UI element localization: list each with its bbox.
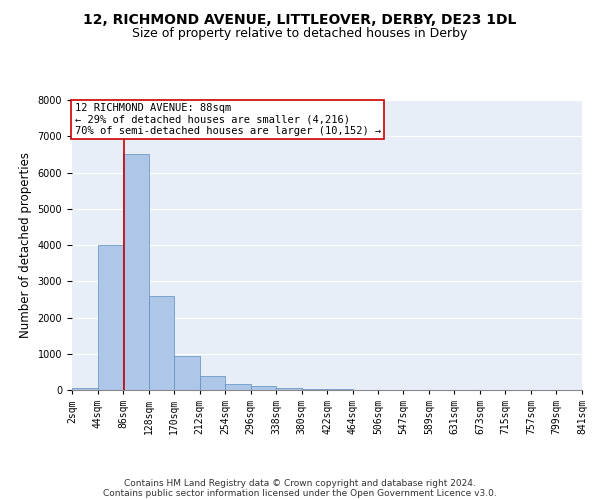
Text: Contains HM Land Registry data © Crown copyright and database right 2024.: Contains HM Land Registry data © Crown c… — [124, 478, 476, 488]
Bar — [98, 245, 123, 390]
Bar — [251, 386, 276, 390]
Text: Size of property relative to detached houses in Derby: Size of property relative to detached ho… — [133, 28, 467, 40]
Text: Contains public sector information licensed under the Open Government Licence v3: Contains public sector information licen… — [103, 488, 497, 498]
Bar — [72, 388, 98, 390]
Bar — [225, 384, 251, 390]
Text: 12 RICHMOND AVENUE: 88sqm
← 29% of detached houses are smaller (4,216)
70% of se: 12 RICHMOND AVENUE: 88sqm ← 29% of detac… — [74, 103, 381, 136]
Bar — [276, 388, 302, 390]
Bar — [200, 376, 225, 390]
Y-axis label: Number of detached properties: Number of detached properties — [19, 152, 32, 338]
Bar — [123, 154, 149, 390]
Text: 12, RICHMOND AVENUE, LITTLEOVER, DERBY, DE23 1DL: 12, RICHMOND AVENUE, LITTLEOVER, DERBY, … — [83, 12, 517, 26]
Bar — [149, 296, 174, 390]
Bar — [302, 388, 328, 390]
Bar — [174, 356, 200, 390]
